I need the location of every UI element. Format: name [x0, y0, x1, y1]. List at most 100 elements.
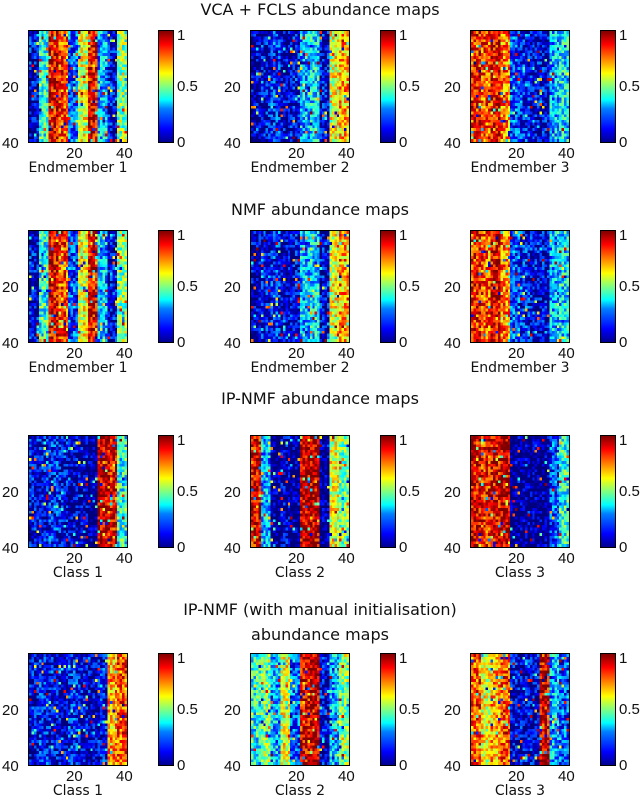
colorbar-tick-0: 0: [177, 334, 186, 351]
colorbar-tick-0.5: 0.5: [619, 78, 640, 95]
y-tick-40: 40: [444, 335, 461, 352]
colorbar-tick-0.5: 0.5: [619, 701, 640, 718]
colorbar-tick-0: 0: [399, 134, 408, 151]
x-axis-label: Class 1: [52, 565, 104, 581]
colorbar-tick-1: 1: [619, 227, 628, 244]
x-tick-20: 20: [508, 345, 525, 362]
y-tick-20: 20: [444, 279, 461, 296]
abundance-map: [470, 230, 570, 343]
abundance-map: [28, 653, 128, 766]
x-tick-40: 40: [116, 550, 133, 567]
y-tick-40: 40: [2, 335, 19, 352]
x-tick-20: 20: [66, 550, 83, 567]
x-tick-20: 20: [288, 550, 305, 567]
colorbar-tick-0.5: 0.5: [177, 278, 198, 295]
y-tick-20: 20: [2, 279, 19, 296]
colorbar-tick-0.5: 0.5: [619, 278, 640, 295]
colorbar-tick-0: 0: [619, 134, 628, 151]
colorbar-tick-1: 1: [619, 27, 628, 44]
abundance-map: [28, 435, 128, 548]
colorbar-tick-0: 0: [399, 539, 408, 556]
colorbar: [380, 435, 396, 548]
y-tick-40: 40: [224, 758, 241, 775]
abundance-map: [470, 653, 570, 766]
abundance-map: [250, 230, 350, 343]
y-tick-20: 20: [2, 79, 19, 96]
y-tick-20: 20: [444, 702, 461, 719]
x-axis-label: Class 3: [494, 783, 546, 799]
y-tick-40: 40: [224, 540, 241, 557]
colorbar-tick-1: 1: [177, 27, 186, 44]
x-tick-20: 20: [288, 145, 305, 162]
colorbar-tick-0.5: 0.5: [399, 78, 420, 95]
x-axis-label: Endmember 3: [470, 360, 570, 376]
x-axis-label: Class 1: [52, 783, 104, 799]
x-tick-20: 20: [508, 768, 525, 785]
y-tick-40: 40: [224, 135, 241, 152]
colorbar-tick-0: 0: [619, 334, 628, 351]
colorbar-tick-0: 0: [177, 539, 186, 556]
y-tick-40: 40: [444, 758, 461, 775]
colorbar-tick-0: 0: [619, 757, 628, 774]
colorbar-tick-0.5: 0.5: [177, 701, 198, 718]
y-tick-40: 40: [2, 540, 19, 557]
y-tick-20: 20: [224, 702, 241, 719]
abundance-map: [470, 435, 570, 548]
y-tick-20: 20: [444, 484, 461, 501]
x-tick-20: 20: [66, 145, 83, 162]
x-tick-40: 40: [558, 768, 575, 785]
colorbar: [380, 230, 396, 343]
x-axis-label: Endmember 2: [250, 360, 350, 376]
x-tick-20: 20: [508, 550, 525, 567]
colorbar-tick-1: 1: [177, 650, 186, 667]
x-tick-40: 40: [558, 345, 575, 362]
row4-title: IP-NMF (with manual initialisation) abun…: [183, 600, 457, 644]
colorbar-tick-0: 0: [399, 334, 408, 351]
abundance-map: [470, 30, 570, 143]
x-axis-label: Endmember 1: [28, 160, 128, 176]
colorbar-tick-0.5: 0.5: [619, 483, 640, 500]
colorbar-tick-0.5: 0.5: [399, 278, 420, 295]
colorbar: [600, 653, 616, 766]
abundance-map: [250, 30, 350, 143]
y-tick-20: 20: [444, 79, 461, 96]
y-tick-40: 40: [444, 135, 461, 152]
colorbar: [380, 30, 396, 143]
x-axis-label: Class 3: [494, 565, 546, 581]
colorbar: [600, 30, 616, 143]
x-tick-40: 40: [338, 145, 355, 162]
colorbar-tick-0: 0: [177, 757, 186, 774]
colorbar-tick-1: 1: [177, 227, 186, 244]
y-tick-40: 40: [224, 335, 241, 352]
colorbar-tick-0.5: 0.5: [177, 78, 198, 95]
x-axis-label: Endmember 2: [250, 160, 350, 176]
colorbar: [158, 653, 174, 766]
colorbar-tick-0: 0: [619, 539, 628, 556]
row3-title: IP-NMF abundance maps: [221, 389, 419, 408]
x-tick-20: 20: [66, 768, 83, 785]
colorbar-tick-1: 1: [399, 432, 408, 449]
colorbar: [158, 30, 174, 143]
y-tick-20: 20: [2, 702, 19, 719]
x-axis-label: Endmember 1: [28, 360, 128, 376]
x-tick-40: 40: [558, 550, 575, 567]
colorbar: [158, 435, 174, 548]
abundance-map: [250, 653, 350, 766]
colorbar-tick-0.5: 0.5: [399, 483, 420, 500]
x-axis-label: Class 2: [274, 783, 326, 799]
colorbar-tick-1: 1: [619, 432, 628, 449]
colorbar-tick-1: 1: [399, 650, 408, 667]
colorbar: [158, 230, 174, 343]
y-tick-40: 40: [2, 135, 19, 152]
colorbar-tick-0: 0: [399, 757, 408, 774]
x-tick-20: 20: [508, 145, 525, 162]
y-tick-40: 40: [444, 540, 461, 557]
x-tick-40: 40: [338, 550, 355, 567]
colorbar-tick-1: 1: [399, 27, 408, 44]
x-tick-40: 40: [338, 345, 355, 362]
colorbar: [600, 230, 616, 343]
x-tick-40: 40: [116, 768, 133, 785]
abundance-map: [28, 30, 128, 143]
y-tick-20: 20: [224, 484, 241, 501]
